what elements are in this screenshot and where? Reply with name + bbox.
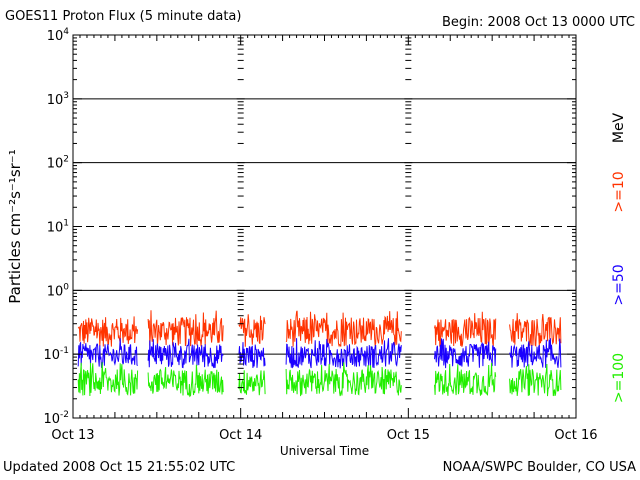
x-tick-label: Oct 14 — [219, 428, 262, 443]
y-tick-label: 10-2 — [43, 410, 69, 427]
y-axis-label: Particles cm⁻²s⁻¹sr⁻¹ — [6, 149, 24, 303]
series-line-ge50 — [434, 338, 497, 369]
series-line-ge100 — [147, 364, 224, 398]
series-line-ge100 — [77, 362, 139, 397]
series-line-ge10 — [238, 314, 266, 347]
series-line-ge100 — [434, 362, 497, 396]
legend-ge100: >=100 — [611, 353, 627, 403]
series-line-ge10 — [434, 311, 497, 348]
legend-ge10: >=10 — [611, 171, 627, 212]
x-tick-label: Oct 13 — [51, 428, 94, 443]
x-axis-label: Universal Time — [280, 444, 369, 458]
credit-label: NOAA/SWPC Boulder, CO USA — [442, 460, 636, 475]
y-tick-label: 100 — [47, 282, 70, 299]
y-tick-label: 103 — [47, 91, 69, 108]
y-tick-label: 104 — [47, 27, 70, 44]
series-line-ge10 — [509, 313, 562, 347]
x-tick-label: Oct 15 — [387, 428, 430, 443]
y-tick-label: 10-1 — [43, 346, 69, 363]
series-line-ge10 — [285, 310, 402, 348]
y-tick-label: 102 — [47, 155, 69, 172]
series-line-ge100 — [238, 370, 266, 396]
series-line-ge10 — [77, 316, 139, 347]
y-tick-label: 101 — [47, 219, 69, 236]
x-tick-label: Oct 16 — [554, 428, 597, 443]
updated-timestamp: Updated 2008 Oct 15 21:55:02 UTC — [3, 460, 236, 475]
legend-ge50: >=50 — [611, 264, 627, 305]
series-line-ge100 — [509, 363, 562, 397]
begin-date: Begin: 2008 Oct 13 0000 UTC — [441, 15, 635, 30]
series-line-ge10 — [147, 310, 224, 347]
grid-lines — [73, 98, 576, 355]
series-line-ge100 — [285, 362, 402, 397]
series-line-ge50 — [509, 338, 562, 368]
chart-title: GOES11 Proton Flux (5 minute data) — [5, 9, 242, 24]
series-line-ge50 — [77, 338, 138, 369]
flux-series — [77, 310, 562, 398]
tick-marks — [72, 34, 577, 419]
series-line-ge50 — [147, 338, 224, 369]
unit-label: MeV — [611, 112, 627, 143]
